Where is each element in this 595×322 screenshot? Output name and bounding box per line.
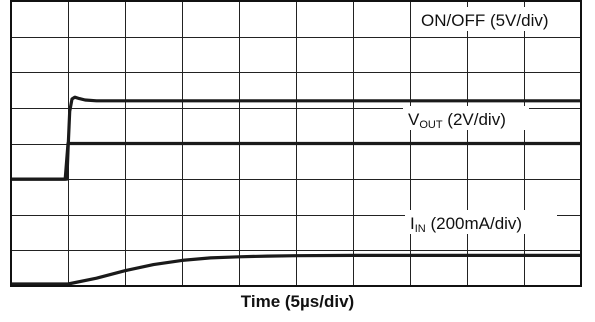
- vout-label-suffix: (2V/div): [443, 110, 506, 129]
- iin-label-main: I: [410, 214, 415, 233]
- series-labels: ON/OFF (5V/div) VOUT (2V/div) IIN (200mA…: [403, 7, 574, 235]
- plot-frame: [10, 0, 582, 287]
- vout-label: VOUT (2V/div): [403, 106, 529, 131]
- svg-text:ON/OFF (5V/div): ON/OFF (5V/div): [421, 11, 549, 30]
- vout-label-main: V: [408, 110, 420, 129]
- iin-trace: [11, 253, 581, 286]
- x-axis-label: Time (5µs/div): [241, 292, 354, 311]
- svg-text:VOUT (2V/div): VOUT (2V/div): [408, 110, 506, 131]
- vout-label-sub: OUT: [419, 119, 443, 131]
- on-off-label: ON/OFF (5V/div): [416, 7, 574, 31]
- traces: [11, 95, 581, 286]
- iin-label-sub: IN: [415, 223, 426, 235]
- vout-trace: [11, 95, 581, 181]
- iin-label: IIN (200mA/div): [405, 210, 557, 235]
- iin-label-suffix: (200mA/div): [426, 214, 522, 233]
- on-off-label-main: ON/OFF (5V/div): [421, 11, 549, 30]
- svg-text:IIN (200mA/div): IIN (200mA/div): [410, 214, 522, 235]
